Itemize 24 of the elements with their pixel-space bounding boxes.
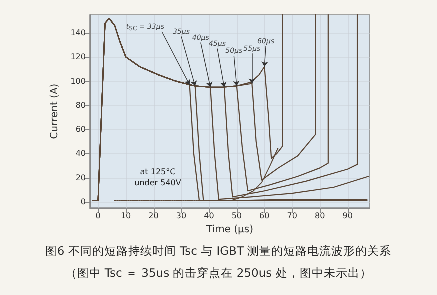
x-tick-label: 50 — [232, 212, 242, 220]
x-tick-label: 30 — [176, 212, 187, 220]
y-tick-label: 80 — [76, 100, 86, 110]
y-tick-label: 100 — [70, 76, 86, 86]
y-axis-title: Current (A) — [49, 84, 60, 140]
y-tick-label: 60 — [76, 125, 86, 134]
y-tick-label: 140 — [70, 28, 86, 38]
y-tick-label: 20 — [76, 173, 86, 182]
text: （图中 Tsc ＝ 35us 的击穿点在 250us 处，图中未示出） — [65, 266, 372, 280]
text: 图6 不同的短路持续时间 Tsc 与 IGBT 测量的短路电流波形的关系 — [45, 244, 392, 258]
x-tick-label: 10 — [120, 212, 132, 220]
y-tick-label: 120 — [70, 52, 86, 62]
x-tick-label: 70 — [287, 212, 298, 220]
x-tick-label: 60 — [260, 212, 270, 220]
y-tick-label: 40 — [76, 149, 86, 158]
x-tick-label: 0 — [96, 212, 101, 220]
annotation: under 540V — [134, 178, 182, 188]
x-axis-title: Time (μs) — [205, 224, 254, 236]
y-tick-label: 0 — [80, 197, 86, 206]
x-tick-label: 90 — [342, 212, 353, 220]
x-tick-label: 40 — [204, 212, 214, 220]
annotation: at 125°C — [140, 168, 176, 176]
x-tick-label: 80 — [315, 212, 326, 220]
x-tick-label: 20 — [148, 212, 159, 220]
